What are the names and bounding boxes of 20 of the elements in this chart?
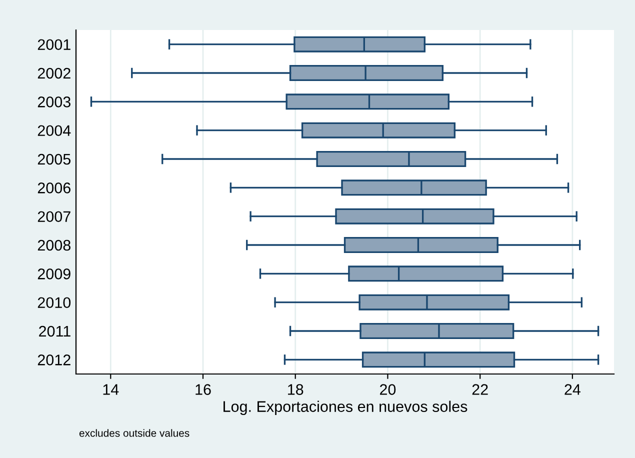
x-tick-label: 14	[103, 384, 119, 395]
y-tick-label: 2002	[38, 68, 70, 79]
text: excludes outside values	[79, 429, 190, 437]
x-tick-label: 16	[196, 384, 211, 395]
y-tick-label: 2009	[38, 268, 70, 280]
x-axis-title: Log. Exportaciones en nuevos soles	[224, 400, 468, 415]
x-tick-label: 20	[380, 384, 396, 395]
x-tick-label: 24	[564, 384, 580, 395]
y-tick-label: 2012	[38, 354, 70, 366]
x-tick-label: 18	[288, 384, 304, 395]
y-tick-label: 2004	[38, 125, 71, 136]
y-tick-label: 2006	[38, 182, 70, 194]
y-tick-label: 2001	[38, 39, 70, 50]
y-tick-label: 2008	[38, 240, 70, 251]
y-tick-label: 2003	[38, 96, 70, 108]
y-tick-label: 2011	[39, 326, 70, 337]
x-tick-label: 22	[472, 384, 488, 395]
y-tick-label: 2007	[38, 211, 70, 222]
y-tick-label: 2010	[38, 297, 71, 308]
y-tick-label: 2005	[38, 154, 70, 165]
